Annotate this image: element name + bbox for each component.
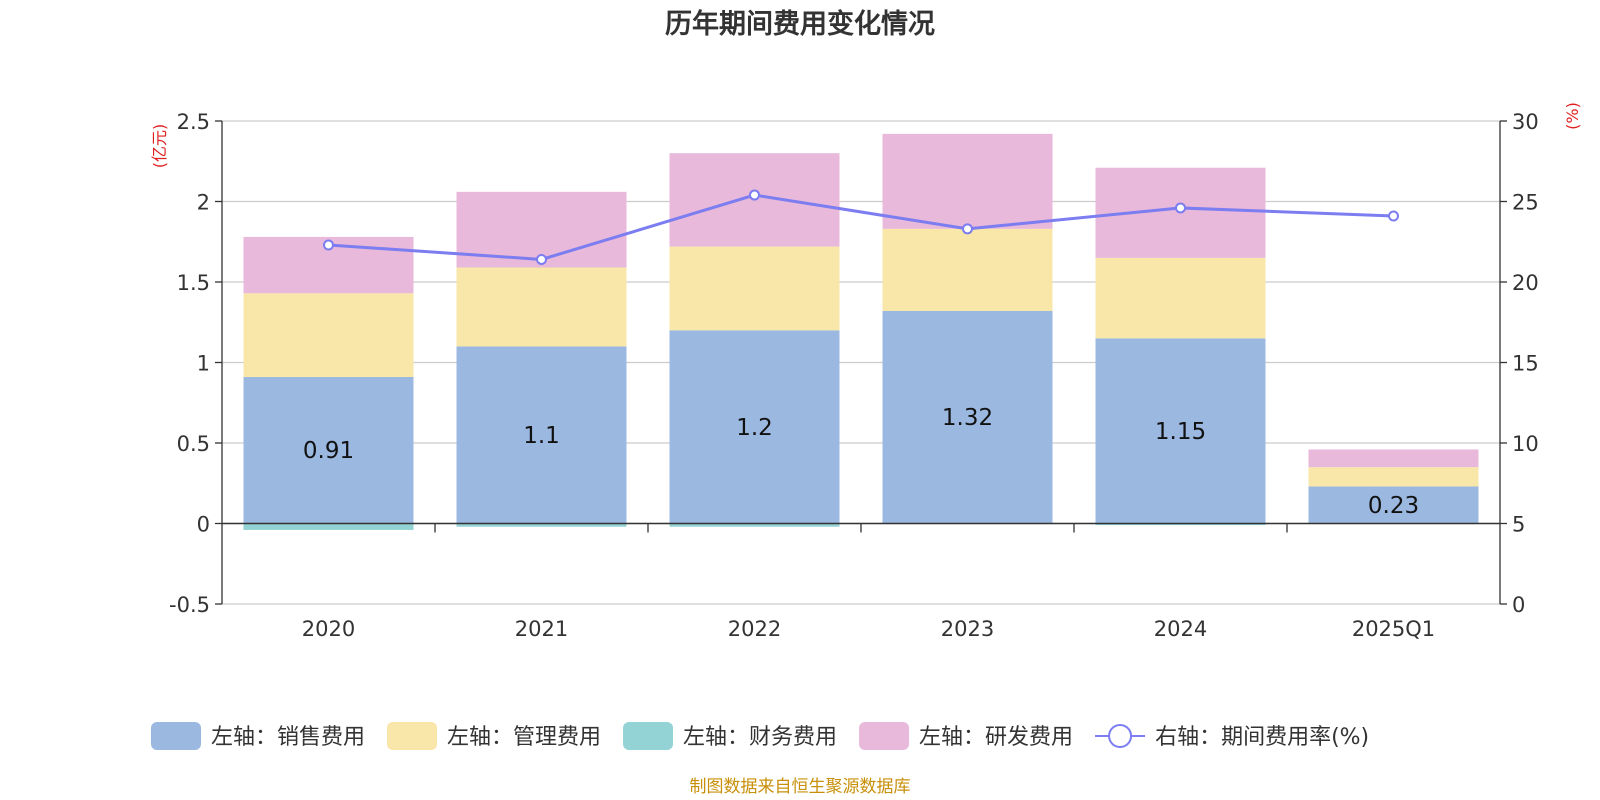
x-tick-label: 2020 [302,617,355,641]
rate-point [749,189,760,201]
left-tick-label: 0.5 [177,432,210,456]
x-tick-label: 2022 [728,617,781,641]
chart-title: 历年期间费用变化情况 [665,8,935,40]
left-tick-label: 1 [197,352,210,376]
legend-label: 左轴：管理费用 [447,725,601,750]
bar-segment [243,293,414,377]
left-tick-label: 1.5 [177,271,210,295]
bar-segment [669,330,840,524]
data-source: 制图数据来自恒生聚源数据库 [690,777,911,797]
left-tick-label: 0 [197,513,210,537]
bar-value-label: 1.15 [1155,419,1206,445]
legend-swatch [387,722,438,750]
left-axis-unit: (亿元) [150,124,169,169]
legend-label: 左轴：销售费用 [211,725,365,750]
x-tick-label: 2023 [941,617,994,641]
bar-segment [1308,449,1479,468]
legend-label: 左轴：研发费用 [919,725,1073,750]
bar-value-label: 0.23 [1368,493,1419,519]
bars [243,133,1479,530]
legend-marker [1108,724,1133,748]
bar-segment [1095,257,1266,339]
bar-value-label: 1.1 [523,423,560,449]
bar-segment [1308,486,1479,524]
bar-segment [669,523,840,527]
rate-point [1175,202,1186,214]
legend-item: 左轴：销售费用 [151,722,365,750]
bar-segment [456,523,627,527]
right-tick-label: 15 [1512,352,1539,376]
legend-label: 左轴：财务费用 [683,725,837,750]
right-tick-label: 10 [1512,432,1539,456]
bar-value-label: 1.2 [736,415,773,441]
right-tick-label: 20 [1512,271,1539,295]
bar-segment [243,376,414,524]
legend-swatch [859,722,910,750]
legend-swatch [623,722,674,750]
right-tick-label: 25 [1512,191,1539,215]
bar-labels: 0.91 1.1 1.2 1.32 1.15 0.23 [303,405,1419,519]
rate-point [536,253,547,265]
bar-value-label: 0.91 [303,438,354,464]
bar-segment [1095,338,1266,524]
bar-segment [1308,467,1479,487]
bar-segment [456,267,627,347]
legend-item: 右轴：期间费用率(%) [1095,724,1369,750]
rate-point [962,223,973,235]
right-axis-unit: (%) [1563,102,1582,130]
rate-line-series [323,189,1399,265]
legend-label: 右轴：期间费用率(%) [1155,725,1369,750]
bar-segment [243,523,414,530]
right-tick-label: 0 [1512,593,1525,617]
legend-item: 左轴：研发费用 [859,722,1073,750]
left-tick-label: 2.5 [177,110,210,134]
bar-segment [456,346,627,524]
legend-item: 左轴：管理费用 [387,722,601,750]
bar-segment [882,310,1053,524]
bar-segment [669,246,840,331]
right-tick-label: 5 [1512,513,1525,537]
bar-segment [882,228,1053,311]
x-tick-label: 2021 [515,617,568,641]
right-tick-label: 30 [1512,110,1539,134]
left-tick-label: 2 [197,191,210,215]
legend: 左轴：销售费用 左轴：管理费用 左轴：财务费用 左轴：研发费用 右轴：期间费用率(%) [151,722,1369,750]
rate-line [328,193,1394,261]
x-tick-label: 2024 [1154,617,1207,641]
legend-swatch [151,722,201,750]
legend-item: 左轴：财务费用 [623,722,837,750]
x-tick-label: 2025Q1 [1352,617,1435,641]
x-axis-ticks: 2020 2021 2022 2023 2024 2025Q1 [302,617,1435,641]
rate-point [1388,210,1399,222]
rate-point [323,239,334,251]
bar-segment [1095,523,1266,526]
left-tick-label: -0.5 [169,593,210,617]
bar-segment [882,133,1053,229]
right-axis-ticks: 0 5 10 15 20 25 30 [1500,110,1539,617]
bar-value-label: 1.32 [942,405,993,431]
left-axis-ticks: -0.5 0 0.5 1 1.5 2 2.5 [169,110,222,617]
